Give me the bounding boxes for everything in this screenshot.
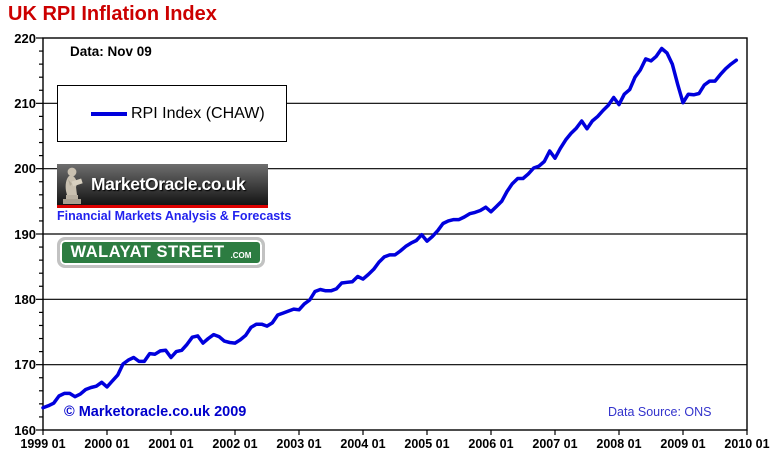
x-axis-label-2007-01: 2007 01 [532, 437, 578, 451]
copyright-text: © Marketoracle.co.uk 2009 [64, 404, 247, 420]
x-axis-label-2002-01: 2002 01 [212, 437, 258, 451]
x-axis-label-2000-01: 2000 01 [84, 437, 130, 451]
y-axis-label-200: 200 [14, 161, 36, 177]
marketoracle-banner: MarketOracle.co.uk [57, 164, 268, 205]
chart-title: UK RPI Inflation Index [8, 3, 217, 25]
marketoracle-tagline: Financial Markets Analysis & Forecasts [57, 208, 292, 223]
legend-line-sample [91, 111, 127, 116]
y-axis-label-190: 190 [14, 226, 36, 242]
marketoracle-logo: MarketOracle.co.uk Financial Markets Ana… [57, 164, 292, 223]
y-axis-label-210: 210 [14, 95, 36, 111]
y-axis-label-220: 220 [14, 30, 36, 46]
walayat-street-text: WALAYAT STREET [70, 243, 225, 261]
statue-icon [63, 167, 83, 204]
marketoracle-red-divider [57, 205, 268, 208]
x-axis-label-2008-01: 2008 01 [596, 437, 642, 451]
legend-label: RPI Index (CHAW) [131, 104, 265, 122]
x-axis-label-2005-01: 2005 01 [404, 437, 450, 451]
x-axis-label-2001-01: 2001 01 [148, 437, 194, 451]
walayat-com-suffix: .COM [230, 251, 252, 260]
y-axis-label-170: 170 [14, 357, 36, 373]
marketoracle-name: MarketOracle.co.uk [91, 174, 246, 194]
x-axis-label-1999-01: 1999 01 [20, 437, 66, 451]
y-axis-label-160: 160 [14, 422, 36, 438]
y-axis-label-180: 180 [14, 291, 36, 307]
x-axis-label-2010-01: 2010 01 [724, 437, 770, 451]
x-axis-label-2009-01: 2009 01 [660, 437, 706, 451]
rpi-series-line [41, 46, 739, 410]
walayat-street-logo: WALAYAT STREET .COM [57, 237, 265, 268]
x-axis-label-2003-01: 2003 01 [276, 437, 322, 451]
data-asof-label: Data: Nov 09 [70, 44, 152, 59]
x-axis-label-2006-01: 2006 01 [468, 437, 514, 451]
x-axis-label-2004-01: 2004 01 [340, 437, 386, 451]
data-source-text: Data Source: ONS [608, 405, 712, 419]
legend: RPI Index (CHAW) [57, 85, 287, 142]
